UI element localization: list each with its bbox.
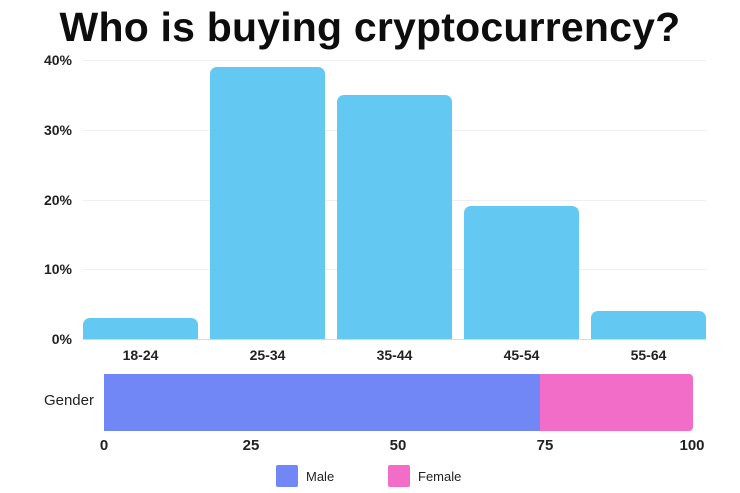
x-tick-label: 45-54 [503,347,540,363]
male-segment [104,374,540,431]
bar-45-54 [464,206,579,339]
male-swatch [276,465,298,487]
bar-25-34 [210,66,325,339]
female-segment [539,374,693,431]
gender-tick-label: 0 [99,437,109,454]
gender-tick-label: 50 [389,437,407,454]
female-swatch [388,465,410,487]
y-tick-label: 30% [43,122,72,138]
gender-tick-label: 75 [536,437,554,454]
bar-55-64 [591,311,706,339]
legend-item-female: Female [388,465,461,487]
gender-tick-label: 100 [679,437,705,454]
gender-row-label: Gender [43,392,94,409]
gridline [83,60,706,61]
x-tick-label: 25-34 [249,347,286,363]
bar-35-44 [337,94,452,339]
x-tick-label: 35-44 [376,347,413,363]
legend-label: Female [418,468,462,484]
y-tick-label: 20% [43,192,72,208]
bar-18-24 [83,318,198,339]
x-tick-label: 18-24 [122,347,159,363]
x-axis-baseline [83,339,706,340]
x-tick-label: 55-64 [630,347,667,363]
y-tick-label: 0% [51,331,72,347]
legend-item-male: Male [276,465,334,487]
chart-title: Who is buying cryptocurrency? [59,4,681,50]
age-plot-area [83,60,706,340]
y-tick-label: 40% [43,52,72,68]
gender-stacked-bar [104,374,693,431]
y-tick-label: 10% [43,261,72,277]
gender-tick-label: 25 [242,437,260,454]
legend-label: Male [306,468,335,484]
